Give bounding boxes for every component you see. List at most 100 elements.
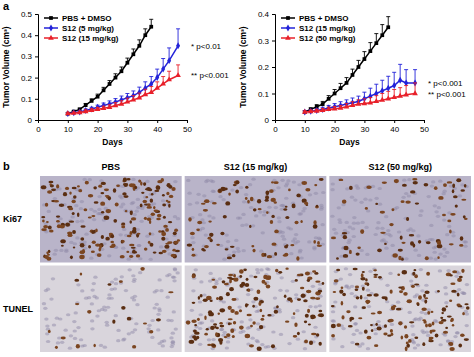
stain-dot [450, 282, 455, 284]
tissue-cell [120, 275, 124, 278]
tissue-cell [363, 198, 367, 201]
stain-dot [158, 252, 163, 255]
stain-dot [171, 254, 176, 257]
stain-dot [264, 282, 267, 285]
tissue-cell [160, 340, 164, 343]
stain-dot [422, 342, 425, 346]
stain-dot [418, 240, 421, 244]
stain-dot [121, 226, 125, 229]
marker [368, 99, 374, 104]
stain-dot [219, 296, 223, 300]
tissue-cell [303, 340, 307, 343]
tissue-cell [262, 213, 266, 216]
stain-dot [208, 221, 212, 223]
stain-dot [447, 315, 452, 317]
marker [161, 66, 165, 73]
marker [356, 101, 362, 106]
stain-dot [252, 321, 255, 324]
tissue-cell [353, 305, 357, 308]
tissue-cell [399, 321, 403, 324]
stain-dot [316, 205, 318, 207]
stain-dot [192, 254, 196, 257]
stain-dot [47, 190, 52, 193]
tissue-cell [442, 190, 446, 193]
tissue-cell [244, 223, 248, 226]
stain-dot [217, 189, 222, 193]
column-head: PBS [102, 162, 121, 172]
micrograph-ground [329, 176, 471, 263]
tissue-cell [159, 245, 163, 248]
stain-dot [373, 274, 378, 276]
tick: 20 [94, 120, 103, 134]
stain-dot [168, 221, 172, 223]
tissue-cell [175, 271, 179, 274]
stain-dot [262, 315, 265, 317]
stain-dot [227, 257, 232, 260]
micrograph-ground [185, 176, 327, 263]
stain-dot [307, 309, 310, 313]
tick: 0.4 [21, 31, 38, 40]
stain-dot [55, 346, 58, 349]
stain-dot [336, 269, 340, 272]
stain-dot [438, 196, 443, 200]
tissue-cell [296, 338, 300, 341]
tissue-cell [207, 338, 211, 341]
stain-dot [204, 333, 208, 336]
tissue-cell [436, 215, 440, 218]
stain-dot [336, 323, 341, 327]
stain-dot [129, 255, 133, 258]
tissue-cell [456, 272, 460, 275]
tissue-cell [308, 305, 312, 308]
legend-item: S12 (15 mg/kg) [44, 34, 119, 43]
tissue-cell [426, 334, 430, 337]
stain-dot [435, 334, 439, 338]
stain-dot [223, 188, 228, 191]
stain-dot [157, 180, 162, 183]
tissue-cell [225, 247, 229, 250]
tissue-cell [411, 273, 415, 276]
micrograph-ground [40, 266, 182, 353]
stain-dot [373, 293, 378, 296]
tissue-cell [53, 197, 57, 200]
marker [379, 97, 385, 102]
stain-dot [251, 245, 254, 247]
tissue-cell [63, 329, 67, 332]
tissue-cell [465, 283, 469, 286]
tissue-cell [121, 203, 125, 206]
stain-dot [188, 217, 191, 221]
tissue-cell [107, 254, 111, 257]
tissue-cell [211, 338, 215, 341]
tissue-cell [432, 246, 436, 249]
stain-dot [414, 284, 419, 286]
tissue-cell [92, 295, 96, 298]
tissue-cell [282, 238, 286, 241]
stain-dot [104, 188, 109, 191]
tissue-cell [68, 347, 72, 350]
tissue-cell [455, 331, 459, 334]
stain-dot [215, 332, 218, 337]
micrograph [40, 266, 182, 353]
tissue-cell [279, 276, 283, 279]
tissue-cell [293, 241, 297, 244]
tissue-cell [121, 338, 125, 341]
tissue-cell [445, 233, 449, 236]
stain-dot [93, 344, 95, 348]
stain-dot [194, 337, 198, 341]
tissue-cell [202, 221, 206, 224]
stain-dot [418, 295, 422, 299]
stain-dot [119, 280, 123, 283]
stain-dot [259, 325, 263, 329]
stain-dot [355, 285, 359, 288]
tissue-cell [376, 221, 380, 224]
stain-dot [249, 225, 251, 228]
legend-item: PBS + DMSO [281, 14, 349, 23]
tissue-cell [150, 319, 154, 322]
tissue-cell [418, 317, 422, 320]
marker [332, 106, 338, 111]
stain-dot [154, 190, 159, 192]
tissue-cell [378, 203, 382, 206]
stain-dot [452, 270, 457, 273]
tissue-cell [79, 207, 83, 210]
marker [333, 103, 337, 110]
tissue-cell [388, 272, 392, 275]
